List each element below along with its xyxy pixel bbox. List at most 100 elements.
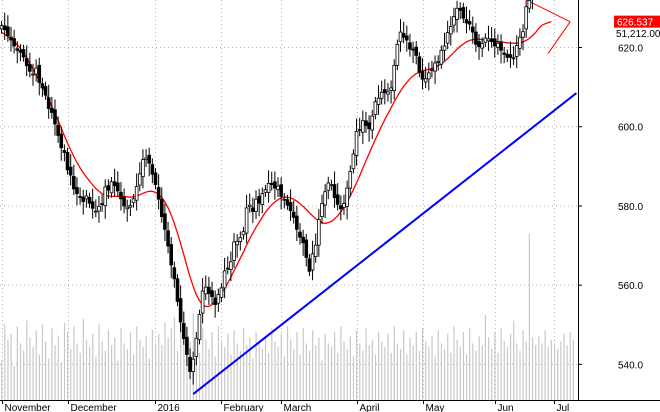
x-tick-label: February [224,403,264,412]
candle-up [247,204,252,207]
volume-bar [447,333,449,400]
volume-bar [553,343,556,400]
volume-bar [246,345,248,400]
candle-down [188,356,192,372]
volume-bar [255,332,257,400]
volume-bar [494,332,496,400]
candle-up [448,26,453,35]
volume-bar [85,339,88,400]
candle-up [370,115,375,131]
volume-bar [475,350,477,400]
volume-bar [459,347,461,400]
candle-down [100,203,104,205]
candle-down [166,230,170,247]
volume-bar [92,333,94,400]
candle-down [163,213,167,230]
volume-bar [572,339,574,400]
candle-up [433,62,437,72]
volume-bar [26,320,28,400]
volume-bar [356,330,358,400]
candle-down [307,258,312,272]
volume-bar [23,350,25,400]
volume-bar [19,343,22,400]
candle-up [313,244,318,258]
volume-bar [114,337,116,400]
volume-bar [293,349,295,400]
candles [0,0,533,385]
volume-bar [406,354,408,400]
candle-down [417,56,422,73]
volume-bar [525,341,527,400]
x-tick-label: December [71,403,118,412]
volume-bar [161,345,163,400]
x-tick-label: 2016 [158,403,181,412]
candle-down [28,63,32,72]
volume-bar [211,332,213,400]
volume-bar [462,332,465,400]
volume-bar [1,360,3,400]
volume-bar [164,322,166,400]
candle-up [254,198,258,212]
volume-bar [560,341,562,400]
candle-down [2,25,7,31]
candle-down [291,211,296,218]
candle-down [119,191,123,200]
candle-up [486,38,491,42]
candle-down [335,194,340,205]
candle-up [84,195,89,200]
volume-bar [290,339,292,400]
candle-up [310,253,315,271]
candle-down [178,298,183,323]
volume-bar [51,328,53,400]
candle-up [125,206,130,210]
candle-down [464,19,469,24]
volume-bar [346,349,348,400]
volume-bar [70,349,72,400]
volume-bar [35,330,37,400]
candle-down [213,297,217,305]
candle-down [24,58,29,67]
candle-down [46,97,51,109]
candle-up [128,205,133,208]
volume-bar [544,330,546,400]
volume-bar [535,345,537,400]
volume-bar [205,339,207,400]
volume-bar [180,305,182,400]
volume-bar [557,349,559,400]
x-tick-label: Jul [557,403,570,412]
volume-bar [217,326,220,400]
candle-down [505,53,510,58]
volume-bar [522,330,524,400]
y-tick-label: 620.0 [618,44,643,55]
candle-up [216,294,221,304]
candle-down [461,7,466,19]
candle-down [53,109,57,125]
candle-down [78,196,82,198]
drawings[interactable] [0,0,578,395]
volume-bar [349,335,351,400]
volume-bar [296,332,298,400]
volume-bar [434,356,436,400]
volume-bar [45,341,47,400]
candle-down [474,31,478,45]
volume-bar [202,328,204,400]
volume-bar [516,343,518,400]
x-tick-label: Jun [498,403,514,412]
volume-bar [305,343,307,400]
volume-bar [374,354,377,400]
candle-down [257,196,261,204]
volume-bar [67,332,69,400]
candle-down [12,38,16,47]
candle-down [90,201,95,209]
volume-bar [148,358,150,400]
candle-down [112,181,117,187]
candle-up [430,69,434,72]
volume-bar [566,345,568,400]
volume-bar [280,333,282,400]
volume-bar [531,337,534,400]
volume-bar [362,350,364,400]
volume-bar [7,339,9,400]
candle-up [386,91,390,95]
